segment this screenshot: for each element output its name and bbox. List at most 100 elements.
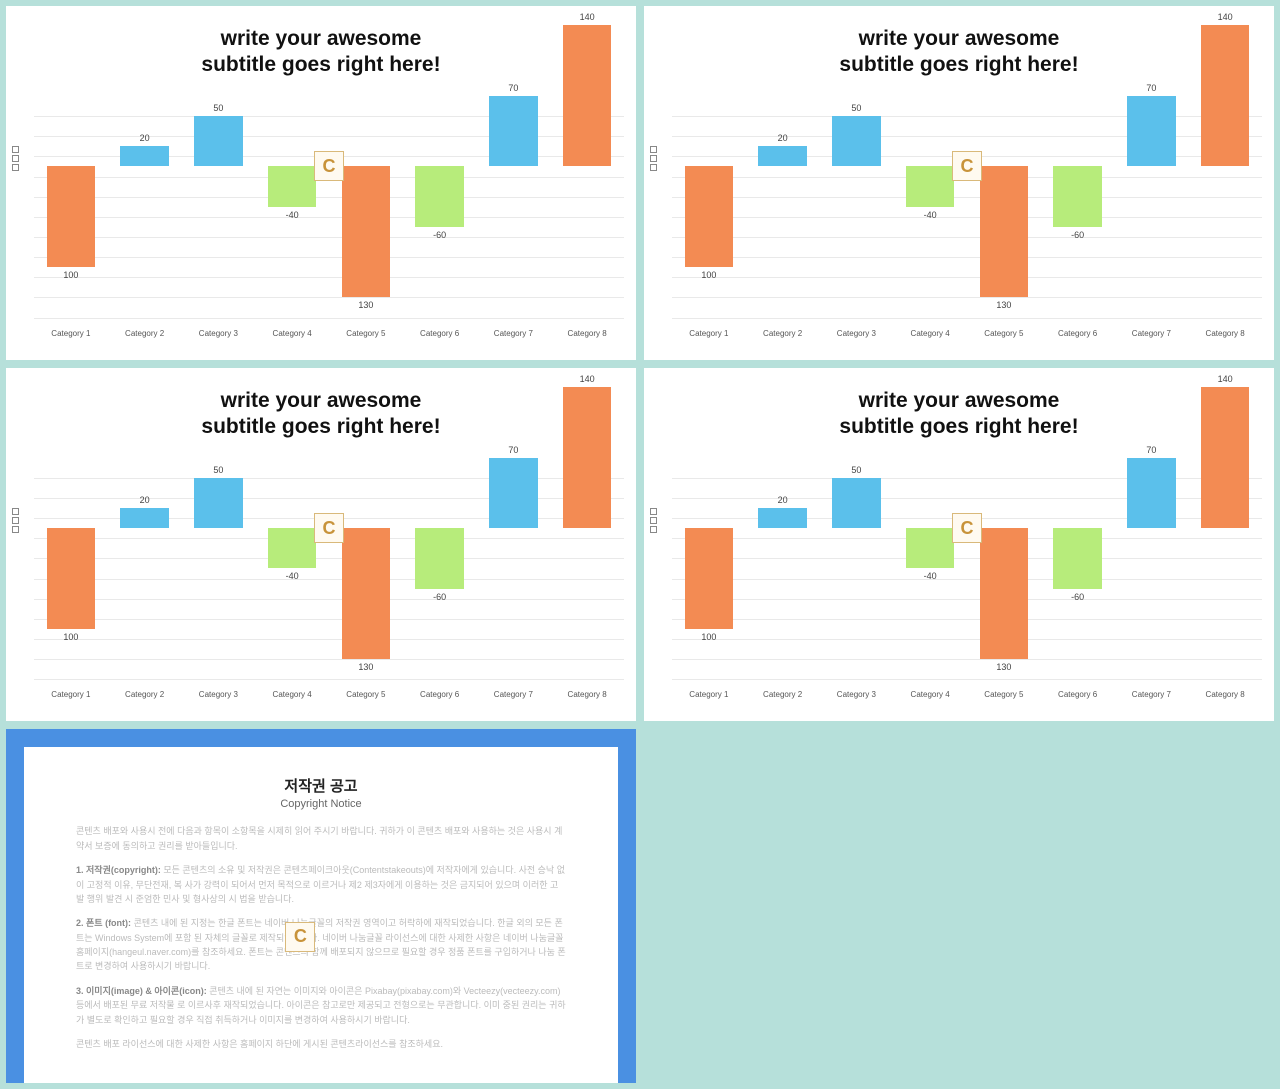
- chart-panel-2: write your awesomesubtitle goes right he…: [644, 6, 1274, 360]
- bar-value-label: 140: [563, 374, 612, 384]
- bar-value-label: 20: [120, 133, 169, 143]
- bar: -40: [906, 166, 955, 206]
- watermark-text: C: [294, 926, 307, 947]
- bar-value-label: 50: [832, 465, 881, 475]
- bar-slot: 140: [1188, 106, 1262, 318]
- copyright-subtitle: Copyright Notice: [76, 798, 566, 810]
- x-label: Category 2: [108, 690, 182, 699]
- bar: 50: [194, 116, 243, 166]
- x-label: Category 6: [1041, 329, 1115, 338]
- x-label: Category 6: [1041, 690, 1115, 699]
- copyright-panel: 저작권 공고 Copyright Notice 콘텐츠 배포와 사용시 전에 다…: [6, 729, 636, 1083]
- bar-slot: 50: [182, 106, 256, 318]
- bar-slot: 50: [182, 468, 256, 680]
- bar: 140: [563, 25, 612, 166]
- chart-title: write your awesomesubtitle goes right he…: [6, 388, 636, 441]
- bar-slot: 100: [672, 468, 746, 680]
- bar-slot: 140: [550, 106, 624, 318]
- x-label: Category 5: [967, 329, 1041, 338]
- x-label: Category 6: [403, 690, 477, 699]
- bar-value-label: 20: [758, 495, 807, 505]
- x-label: Category 5: [329, 329, 403, 338]
- bar: 70: [489, 96, 538, 167]
- bar-slot: 20: [108, 106, 182, 318]
- watermark-logo: C: [314, 513, 344, 543]
- chart-title: write your awesomesubtitle goes right he…: [644, 388, 1274, 441]
- x-label: Category 3: [820, 690, 894, 699]
- bar-value-label: 70: [489, 83, 538, 93]
- bar: -60: [1053, 528, 1102, 588]
- x-label: Category 2: [746, 690, 820, 699]
- x-label: Category 4: [893, 690, 967, 699]
- copyright-body: 콘텐츠 배포와 사용시 전에 다음과 항목이 소항목을 시제히 읽어 주시기 바…: [76, 824, 566, 1051]
- chart-title: write your awesomesubtitle goes right he…: [644, 26, 1274, 79]
- bar-value-label: -40: [268, 571, 317, 581]
- bar-value-label: 100: [685, 632, 734, 642]
- y-legend-icon: [12, 146, 19, 173]
- bar: -40: [268, 166, 317, 206]
- chart-plot: 1002050-40130C-6070140: [34, 106, 624, 318]
- bar-slot: 70: [477, 106, 551, 318]
- bar-slot: 50: [820, 468, 894, 680]
- bar-value-label: 130: [980, 300, 1029, 310]
- x-axis-labels: Category 1Category 2Category 3Category 4…: [34, 690, 624, 699]
- bar-slot: -40: [893, 468, 967, 680]
- bar: 50: [832, 116, 881, 166]
- bar-value-label: 130: [342, 300, 391, 310]
- x-axis-labels: Category 1Category 2Category 3Category 4…: [34, 329, 624, 338]
- bar: 20: [120, 508, 169, 528]
- bar-value-label: 100: [47, 270, 96, 280]
- copyright-title: 저작권 공고: [76, 775, 566, 796]
- chart-plot: 1002050-40130C-6070140: [672, 106, 1262, 318]
- bar-value-label: 140: [1201, 12, 1250, 22]
- empty-panel: [644, 729, 1274, 1083]
- x-label: Category 1: [672, 690, 746, 699]
- bar: 130: [342, 528, 391, 659]
- x-label: Category 7: [1115, 329, 1189, 338]
- bar: 100: [47, 528, 96, 629]
- x-label: Category 7: [1115, 690, 1189, 699]
- x-label: Category 3: [182, 329, 256, 338]
- copyright-paragraph: 1. 저작권(copyright): 모든 콘텐츠의 소유 및 저작권은 콘텐츠…: [76, 863, 566, 906]
- watermark-logo: C: [314, 151, 344, 181]
- bar-value-label: 50: [194, 103, 243, 113]
- x-label: Category 8: [1188, 329, 1262, 338]
- bars: 1002050-40130C-6070140: [672, 468, 1262, 680]
- bar-slot: 140: [1188, 468, 1262, 680]
- x-label: Category 7: [477, 690, 551, 699]
- bar-slot: 50: [820, 106, 894, 318]
- bar-value-label: 70: [489, 445, 538, 455]
- chart-plot: 1002050-40130C-6070140: [672, 468, 1262, 680]
- bar-slot: -40: [893, 106, 967, 318]
- copyright-paragraph: 콘텐츠 배포 라이선스에 대한 사제한 사항은 홈페이지 하단에 게시된 콘텐츠…: [76, 1037, 566, 1051]
- copyright-card: 저작권 공고 Copyright Notice 콘텐츠 배포와 사용시 전에 다…: [24, 747, 618, 1083]
- copyright-paragraph: 3. 이미지(image) & 아이콘(icon): 콘텐츠 내에 된 자연는 …: [76, 984, 566, 1027]
- x-label: Category 1: [34, 329, 108, 338]
- bar: -60: [415, 528, 464, 588]
- bar-slot: 100: [34, 468, 108, 680]
- bars: 1002050-40130C-6070140: [672, 106, 1262, 318]
- bar: -60: [1053, 166, 1102, 226]
- bar-value-label: 100: [685, 270, 734, 280]
- bar-value-label: 70: [1127, 83, 1176, 93]
- chart-panel-3: write your awesomesubtitle goes right he…: [6, 368, 636, 722]
- bar-value-label: 100: [47, 632, 96, 642]
- bar: 140: [1201, 387, 1250, 528]
- bar-slot: 20: [108, 468, 182, 680]
- bar-value-label: 20: [120, 495, 169, 505]
- bar: 70: [489, 458, 538, 529]
- bars: 1002050-40130C-6070140: [34, 106, 624, 318]
- bar: 20: [120, 146, 169, 166]
- bar-value-label: -60: [1053, 230, 1102, 240]
- bar: 130: [980, 528, 1029, 659]
- gridline: [672, 318, 1262, 319]
- bar: 140: [1201, 25, 1250, 166]
- bar-slot: -60: [403, 468, 477, 680]
- chart-title: write your awesomesubtitle goes right he…: [6, 26, 636, 79]
- bar: 130: [980, 166, 1029, 297]
- copyright-paragraph: 2. 폰트 (font): 콘텐츠 내에 된 지정는 한글 폰트는 네이버 나눔…: [76, 916, 566, 974]
- bar: 50: [194, 478, 243, 528]
- bar-slot: 130C: [967, 468, 1041, 680]
- bar-value-label: 130: [342, 662, 391, 672]
- watermark-logo: C: [952, 151, 982, 181]
